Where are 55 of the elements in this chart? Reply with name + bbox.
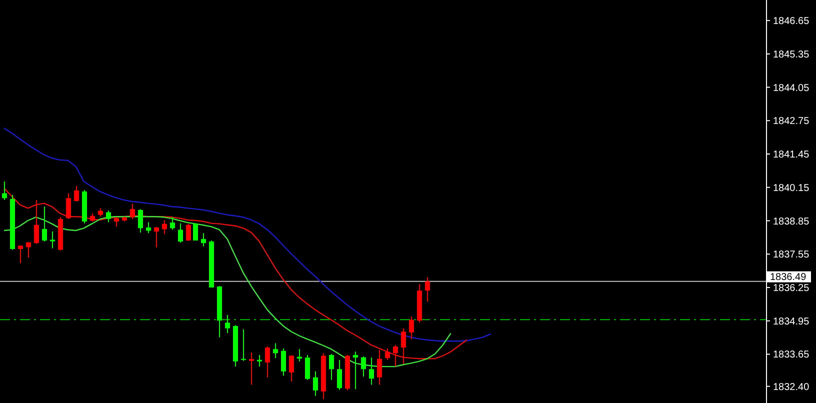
candlestick: [353, 351, 358, 390]
candlestick: [257, 354, 262, 368]
y-tick-label: 1837.55: [773, 250, 810, 261]
candlestick: [265, 346, 270, 378]
candlestick: [74, 185, 79, 202]
candlestick: [193, 222, 198, 242]
candlestick: [42, 206, 47, 242]
line-series: [3, 188, 468, 360]
candlestick: [26, 242, 31, 258]
candlestick: [178, 222, 183, 244]
y-tick-label: 1844.05: [773, 82, 810, 94]
candlestick: [337, 359, 342, 390]
candlestick: [170, 216, 175, 230]
y-tick-label: 1834.95: [773, 316, 810, 328]
candlestick: [2, 180, 7, 200]
candlestick: [130, 203, 135, 220]
candlestick: [313, 370, 318, 396]
y-tick-label: 1846.65: [773, 16, 810, 28]
y-tick-label: 1838.85: [773, 216, 810, 228]
candlestick: [361, 356, 366, 378]
y-tick-label: 1833.65: [773, 350, 810, 361]
candlestick: [138, 208, 143, 234]
y-tick-label: 1845.35: [773, 49, 810, 60]
candlestick: [249, 352, 254, 386]
candlestick: [385, 348, 390, 360]
candlestick: [34, 199, 39, 244]
candlestick: [146, 222, 151, 234]
candlestick: [425, 276, 430, 302]
candlestick: [18, 245, 23, 264]
y-tick-label: 1836.25: [773, 282, 810, 294]
candlestick: [305, 354, 310, 380]
candlestick: [106, 210, 111, 223]
candlestick: [66, 192, 71, 220]
y-tick-label: 1842.75: [773, 116, 810, 128]
candlestick: [154, 226, 159, 248]
candlestick: [201, 232, 206, 247]
candlestick: [225, 314, 230, 334]
y-tick-label: 1841.45: [773, 150, 810, 161]
ref-line-label: 1836.49: [770, 272, 807, 283]
candlestick: [329, 353, 334, 380]
candlestick: [289, 354, 294, 382]
y-tick-label: 1832.40: [773, 382, 810, 393]
candlestick: [369, 357, 374, 386]
candlestick: [377, 349, 382, 386]
candlestick: [393, 344, 398, 368]
candlestick: [273, 342, 278, 359]
candlestick: [281, 348, 286, 376]
candlestick: [50, 231, 55, 249]
candlestick: [186, 223, 191, 242]
candlestick: [401, 328, 406, 364]
candlestick: [241, 328, 246, 362]
y-tick-label: 1840.15: [773, 182, 810, 194]
candlestick: [114, 216, 119, 228]
candlestick: [409, 316, 414, 340]
candlestick: [162, 219, 167, 235]
